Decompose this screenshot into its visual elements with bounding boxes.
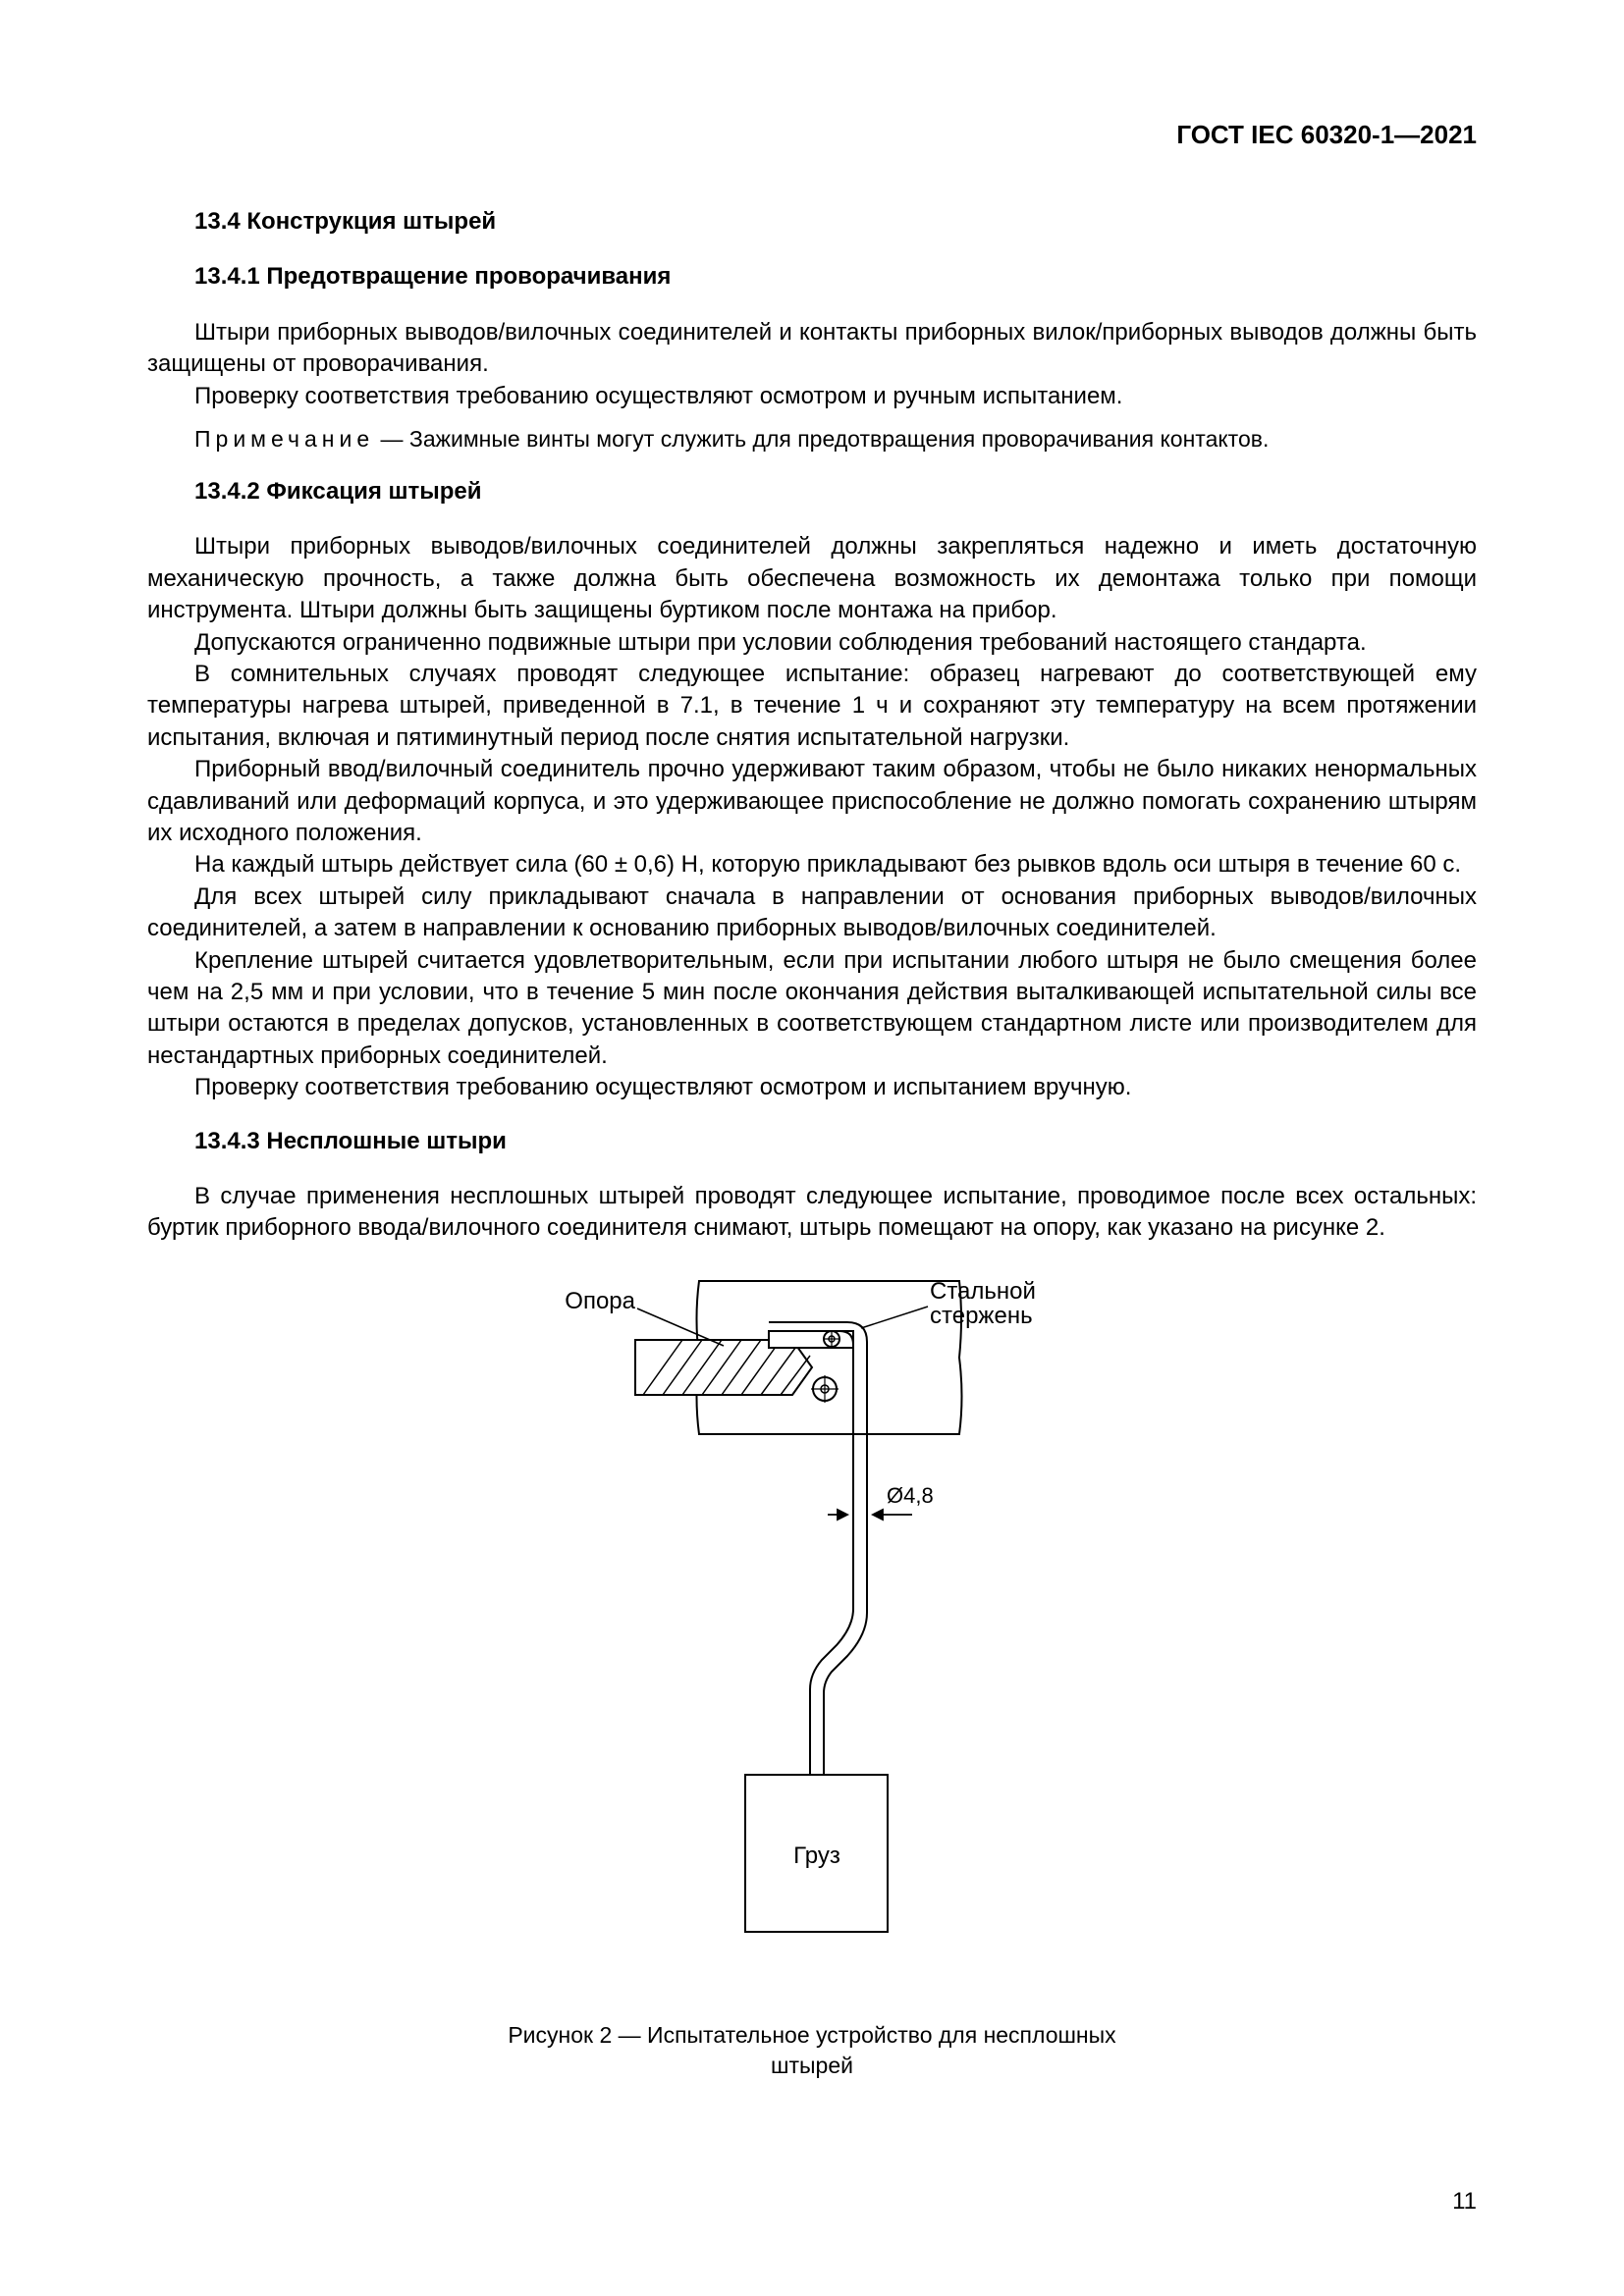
- figure-2-svg: Ø4,8 Груз Опора Стальной стержень: [537, 1269, 1087, 1976]
- para-13-4-2-2: Допускаются ограниченно подвижные штыри …: [147, 627, 1477, 659]
- page: ГОСТ IEC 60320-1—2021 13.4 Конструкция ш…: [0, 0, 1624, 2296]
- figure-2-support-label: Опора: [565, 1288, 635, 1314]
- note-text: — Зажимные винты могут служить для предо…: [374, 426, 1269, 452]
- heading-13-4: 13.4 Конструкция штырей: [147, 206, 1477, 238]
- para-13-4-2-1: Штыри приборных выводов/вилочных соедини…: [147, 531, 1477, 626]
- note-13-4-1: Примечание — Зажимные винты могут служит…: [147, 424, 1477, 454]
- para-13-4-1-1: Штыри приборных выводов/вилочных соедини…: [147, 317, 1477, 381]
- para-13-4-2-5: На каждый штырь действует сила (60 ± 0,6…: [147, 849, 1477, 881]
- figure-2-caption: Рисунок 2 — Испытательное устройство для…: [498, 2020, 1126, 2081]
- para-13-4-3-1: В случае применения несплошных штырей пр…: [147, 1181, 1477, 1245]
- heading-13-4-1: 13.4.1 Предотвращение проворачивания: [147, 261, 1477, 293]
- figure-2-rod-label-line1: Стальной: [930, 1278, 1036, 1305]
- heading-13-4-3: 13.4.3 Несплошные штыри: [147, 1126, 1477, 1157]
- para-13-4-2-4: Приборный ввод/вилочный соединитель проч…: [147, 754, 1477, 849]
- note-label: Примечание: [194, 426, 374, 452]
- figure-2-rod-label-line2: стержень: [930, 1303, 1033, 1329]
- para-13-4-2-3: В сомнительных случаях проводят следующе…: [147, 659, 1477, 754]
- para-13-4-1-2: Проверку соответствия требованию осущест…: [147, 381, 1477, 412]
- para-13-4-2-7: Крепление штырей считается удовлетворите…: [147, 945, 1477, 1073]
- figure-2: Ø4,8 Груз Опора Стальной стержень Рисуно…: [498, 1269, 1126, 2081]
- document-id-header: ГОСТ IEC 60320-1—2021: [147, 118, 1477, 152]
- heading-13-4-2: 13.4.2 Фиксация штырей: [147, 476, 1477, 507]
- figure-2-diameter-text: Ø4,8: [887, 1483, 934, 1508]
- figure-2-weight-label: Груз: [793, 1842, 840, 1869]
- para-13-4-2-8: Проверку соответствия требованию осущест…: [147, 1072, 1477, 1103]
- page-number: 11: [1452, 2186, 1477, 2217]
- para-13-4-2-6: Для всех штырей силу прикладывают сначал…: [147, 881, 1477, 945]
